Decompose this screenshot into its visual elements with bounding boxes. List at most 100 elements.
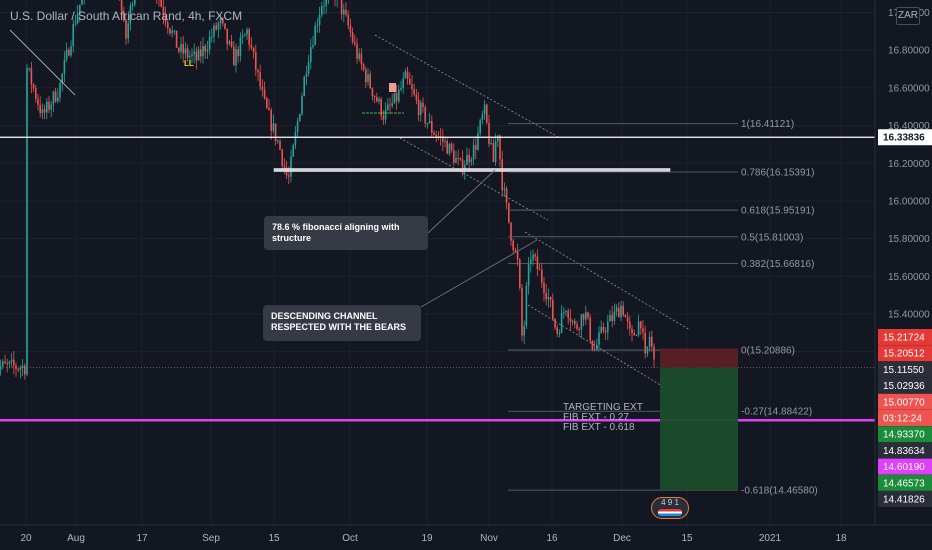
candle-body bbox=[541, 269, 543, 283]
y-tick-label: 15.80000 bbox=[888, 234, 930, 245]
candle-body bbox=[651, 336, 653, 347]
y-tick-label: 15.40000 bbox=[888, 310, 930, 321]
candle-body bbox=[184, 48, 187, 54]
candle-body bbox=[459, 158, 462, 160]
candle-body bbox=[235, 49, 237, 66]
price-tag-text: 14.46573 bbox=[883, 478, 925, 489]
candle-body bbox=[589, 317, 591, 341]
candle-body bbox=[629, 321, 631, 329]
fib-level-label: 0.5(15.81003) bbox=[741, 232, 803, 243]
event-badge[interactable]: 4 9 1 bbox=[651, 497, 689, 519]
candle-body bbox=[653, 346, 655, 360]
currency-label[interactable]: ZAR bbox=[896, 7, 920, 25]
price-tag bbox=[878, 474, 932, 491]
candle-body bbox=[316, 24, 319, 26]
candle-body bbox=[193, 51, 195, 55]
candle-body bbox=[613, 311, 616, 322]
candle-body bbox=[79, 4, 81, 14]
price-tag bbox=[878, 393, 932, 410]
candle-body bbox=[468, 154, 470, 162]
candle-body bbox=[74, 23, 77, 25]
x-tick-label: 15 bbox=[681, 533, 693, 544]
candle-body bbox=[310, 47, 312, 63]
candle-body bbox=[450, 143, 453, 151]
candle-body bbox=[4, 361, 6, 364]
candle-body bbox=[558, 332, 561, 334]
x-tick-label: Nov bbox=[480, 533, 498, 544]
candle-body bbox=[244, 34, 246, 36]
candle-body bbox=[514, 250, 517, 252]
candle-body bbox=[490, 143, 492, 145]
candle-body bbox=[358, 53, 360, 59]
candle-body bbox=[318, 14, 321, 25]
candle-body bbox=[277, 140, 279, 142]
candle-body bbox=[505, 188, 508, 203]
candle-body bbox=[387, 104, 389, 110]
candle-body bbox=[127, 23, 129, 39]
candle-body bbox=[466, 154, 468, 166]
price-tag bbox=[878, 345, 932, 362]
candle-body bbox=[609, 315, 611, 322]
y-tick-label: 16.40000 bbox=[888, 121, 930, 132]
time-axis[interactable] bbox=[0, 525, 932, 550]
candle-body bbox=[81, 0, 83, 5]
candle-body bbox=[367, 74, 369, 83]
candle-body bbox=[186, 48, 189, 58]
candle-body bbox=[615, 307, 618, 312]
candle-body bbox=[360, 53, 363, 65]
candle-body bbox=[171, 30, 173, 34]
x-tick-label: Aug bbox=[67, 533, 85, 544]
candle-body bbox=[624, 315, 627, 318]
marker-square bbox=[389, 83, 396, 92]
candle-body bbox=[362, 64, 365, 70]
candle-body bbox=[365, 69, 367, 83]
stop-loss-zone bbox=[660, 348, 738, 368]
support-price-text: 16.33836 bbox=[883, 133, 925, 144]
candle-body bbox=[567, 310, 569, 319]
price-tag bbox=[878, 377, 932, 394]
candle-body bbox=[296, 121, 299, 133]
candle-body bbox=[197, 49, 200, 61]
candle-body bbox=[303, 76, 305, 96]
candle-body bbox=[321, 5, 323, 15]
candle-body bbox=[378, 98, 380, 102]
candle-body bbox=[266, 98, 268, 108]
channel-lower-line-1 bbox=[399, 137, 549, 221]
candle-body bbox=[607, 321, 609, 333]
price-tag bbox=[878, 442, 932, 459]
y-tick-label: 16.80000 bbox=[888, 46, 930, 57]
x-tick-label: 16 bbox=[546, 533, 558, 544]
candle-body bbox=[413, 89, 415, 95]
candle-body bbox=[230, 41, 233, 47]
candle-body bbox=[494, 141, 497, 162]
candle-body bbox=[279, 140, 281, 150]
candle-body bbox=[46, 101, 48, 113]
candle-body bbox=[349, 25, 352, 33]
candle-body bbox=[255, 52, 257, 70]
candle-body bbox=[129, 5, 132, 24]
candle-body bbox=[527, 264, 530, 286]
candle-body bbox=[237, 49, 239, 57]
price-tag bbox=[878, 458, 932, 475]
candle-body bbox=[54, 91, 57, 102]
candle-body bbox=[411, 84, 413, 90]
candle-body bbox=[435, 134, 437, 137]
candle-body bbox=[556, 327, 558, 334]
y-tick-label: 16.60000 bbox=[888, 83, 930, 94]
candle-body bbox=[167, 22, 169, 29]
candle-body bbox=[554, 318, 556, 328]
candle-body bbox=[578, 329, 580, 331]
candle-body bbox=[453, 150, 455, 163]
candle-body bbox=[68, 49, 70, 56]
candle-body bbox=[470, 159, 473, 162]
candle-body bbox=[19, 368, 22, 370]
candle-body bbox=[648, 336, 651, 347]
fib-level-label: 0.382(15.66816) bbox=[741, 259, 814, 270]
candle-body bbox=[400, 88, 402, 90]
candle-body bbox=[620, 305, 622, 318]
candle-body bbox=[516, 250, 519, 260]
candle-body bbox=[169, 28, 171, 34]
candle-body bbox=[32, 84, 35, 89]
